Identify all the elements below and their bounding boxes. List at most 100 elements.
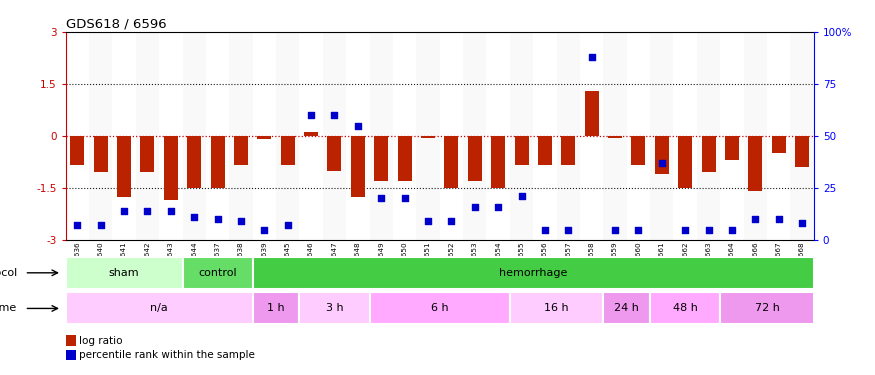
Point xyxy=(141,208,155,214)
Bar xyxy=(696,32,720,240)
Bar xyxy=(604,32,626,240)
Text: sham: sham xyxy=(108,268,139,278)
Bar xyxy=(323,32,346,240)
Bar xyxy=(444,136,458,188)
Point xyxy=(421,218,435,224)
Bar xyxy=(281,136,295,165)
Bar xyxy=(89,32,112,240)
Bar xyxy=(66,257,183,289)
Bar xyxy=(650,292,720,324)
Bar xyxy=(369,32,393,240)
Bar xyxy=(702,136,716,172)
Point xyxy=(374,195,388,201)
Point xyxy=(608,226,622,232)
Point xyxy=(654,160,668,166)
Text: 48 h: 48 h xyxy=(673,303,697,313)
Bar xyxy=(299,292,369,324)
Text: percentile rank within the sample: percentile rank within the sample xyxy=(79,351,255,360)
Bar xyxy=(744,32,767,240)
Bar xyxy=(70,136,84,165)
Bar xyxy=(510,32,533,240)
Bar xyxy=(187,136,201,188)
Bar xyxy=(164,136,178,200)
Text: time: time xyxy=(0,303,17,313)
Point xyxy=(678,226,692,232)
Bar xyxy=(654,136,668,174)
Text: GDS618 / 6596: GDS618 / 6596 xyxy=(66,18,166,31)
Point xyxy=(327,112,341,118)
Bar xyxy=(772,136,786,153)
Bar xyxy=(790,32,814,240)
Bar xyxy=(491,136,505,188)
Text: log ratio: log ratio xyxy=(79,336,123,346)
Bar xyxy=(510,292,604,324)
Bar xyxy=(304,132,318,136)
Text: 1 h: 1 h xyxy=(267,303,285,313)
Bar xyxy=(94,136,108,172)
Bar xyxy=(795,136,809,167)
Text: n/a: n/a xyxy=(150,303,168,313)
Text: 72 h: 72 h xyxy=(754,303,780,313)
Bar xyxy=(253,292,299,324)
Bar xyxy=(136,32,159,240)
Bar xyxy=(468,136,482,181)
Bar xyxy=(650,32,674,240)
Bar xyxy=(584,91,598,136)
Text: hemorrhage: hemorrhage xyxy=(499,268,567,278)
Point xyxy=(164,208,178,214)
Point xyxy=(397,195,411,201)
Point xyxy=(94,222,108,228)
Point xyxy=(772,216,786,222)
Bar xyxy=(374,136,388,181)
Point xyxy=(491,204,505,210)
Bar xyxy=(608,136,622,138)
Bar xyxy=(253,257,814,289)
Text: 3 h: 3 h xyxy=(326,303,343,313)
Bar xyxy=(416,32,440,240)
Point xyxy=(538,226,552,232)
Bar xyxy=(538,136,552,165)
Point xyxy=(304,112,318,118)
Bar xyxy=(748,136,762,191)
Text: 24 h: 24 h xyxy=(614,303,639,313)
Point xyxy=(795,220,809,226)
Bar xyxy=(327,136,341,171)
Bar xyxy=(604,292,650,324)
Point xyxy=(702,226,716,232)
Text: protocol: protocol xyxy=(0,268,17,278)
Bar xyxy=(561,136,575,165)
Point xyxy=(117,208,131,214)
Bar xyxy=(369,292,510,324)
Bar xyxy=(678,136,692,188)
Bar xyxy=(720,292,814,324)
Bar xyxy=(397,136,411,181)
Point xyxy=(70,222,84,228)
Point xyxy=(234,218,248,224)
Point xyxy=(257,226,271,232)
Bar xyxy=(421,136,435,138)
Point xyxy=(468,204,482,210)
Bar xyxy=(229,32,253,240)
Point xyxy=(187,214,201,220)
Bar xyxy=(556,32,580,240)
Bar xyxy=(724,136,739,160)
Point xyxy=(281,222,295,228)
Point xyxy=(748,216,762,222)
Bar xyxy=(211,136,225,188)
Point xyxy=(514,193,528,199)
Text: 6 h: 6 h xyxy=(430,303,449,313)
Bar xyxy=(183,32,206,240)
Point xyxy=(584,54,598,60)
Bar xyxy=(66,292,253,324)
Text: 16 h: 16 h xyxy=(544,303,569,313)
Bar xyxy=(276,32,299,240)
Bar xyxy=(141,136,155,172)
Point xyxy=(351,123,365,129)
Bar xyxy=(183,257,253,289)
Point xyxy=(632,226,646,232)
Bar xyxy=(351,136,365,196)
Point xyxy=(211,216,225,222)
Bar xyxy=(463,32,486,240)
Text: control: control xyxy=(199,268,237,278)
Point xyxy=(561,226,575,232)
